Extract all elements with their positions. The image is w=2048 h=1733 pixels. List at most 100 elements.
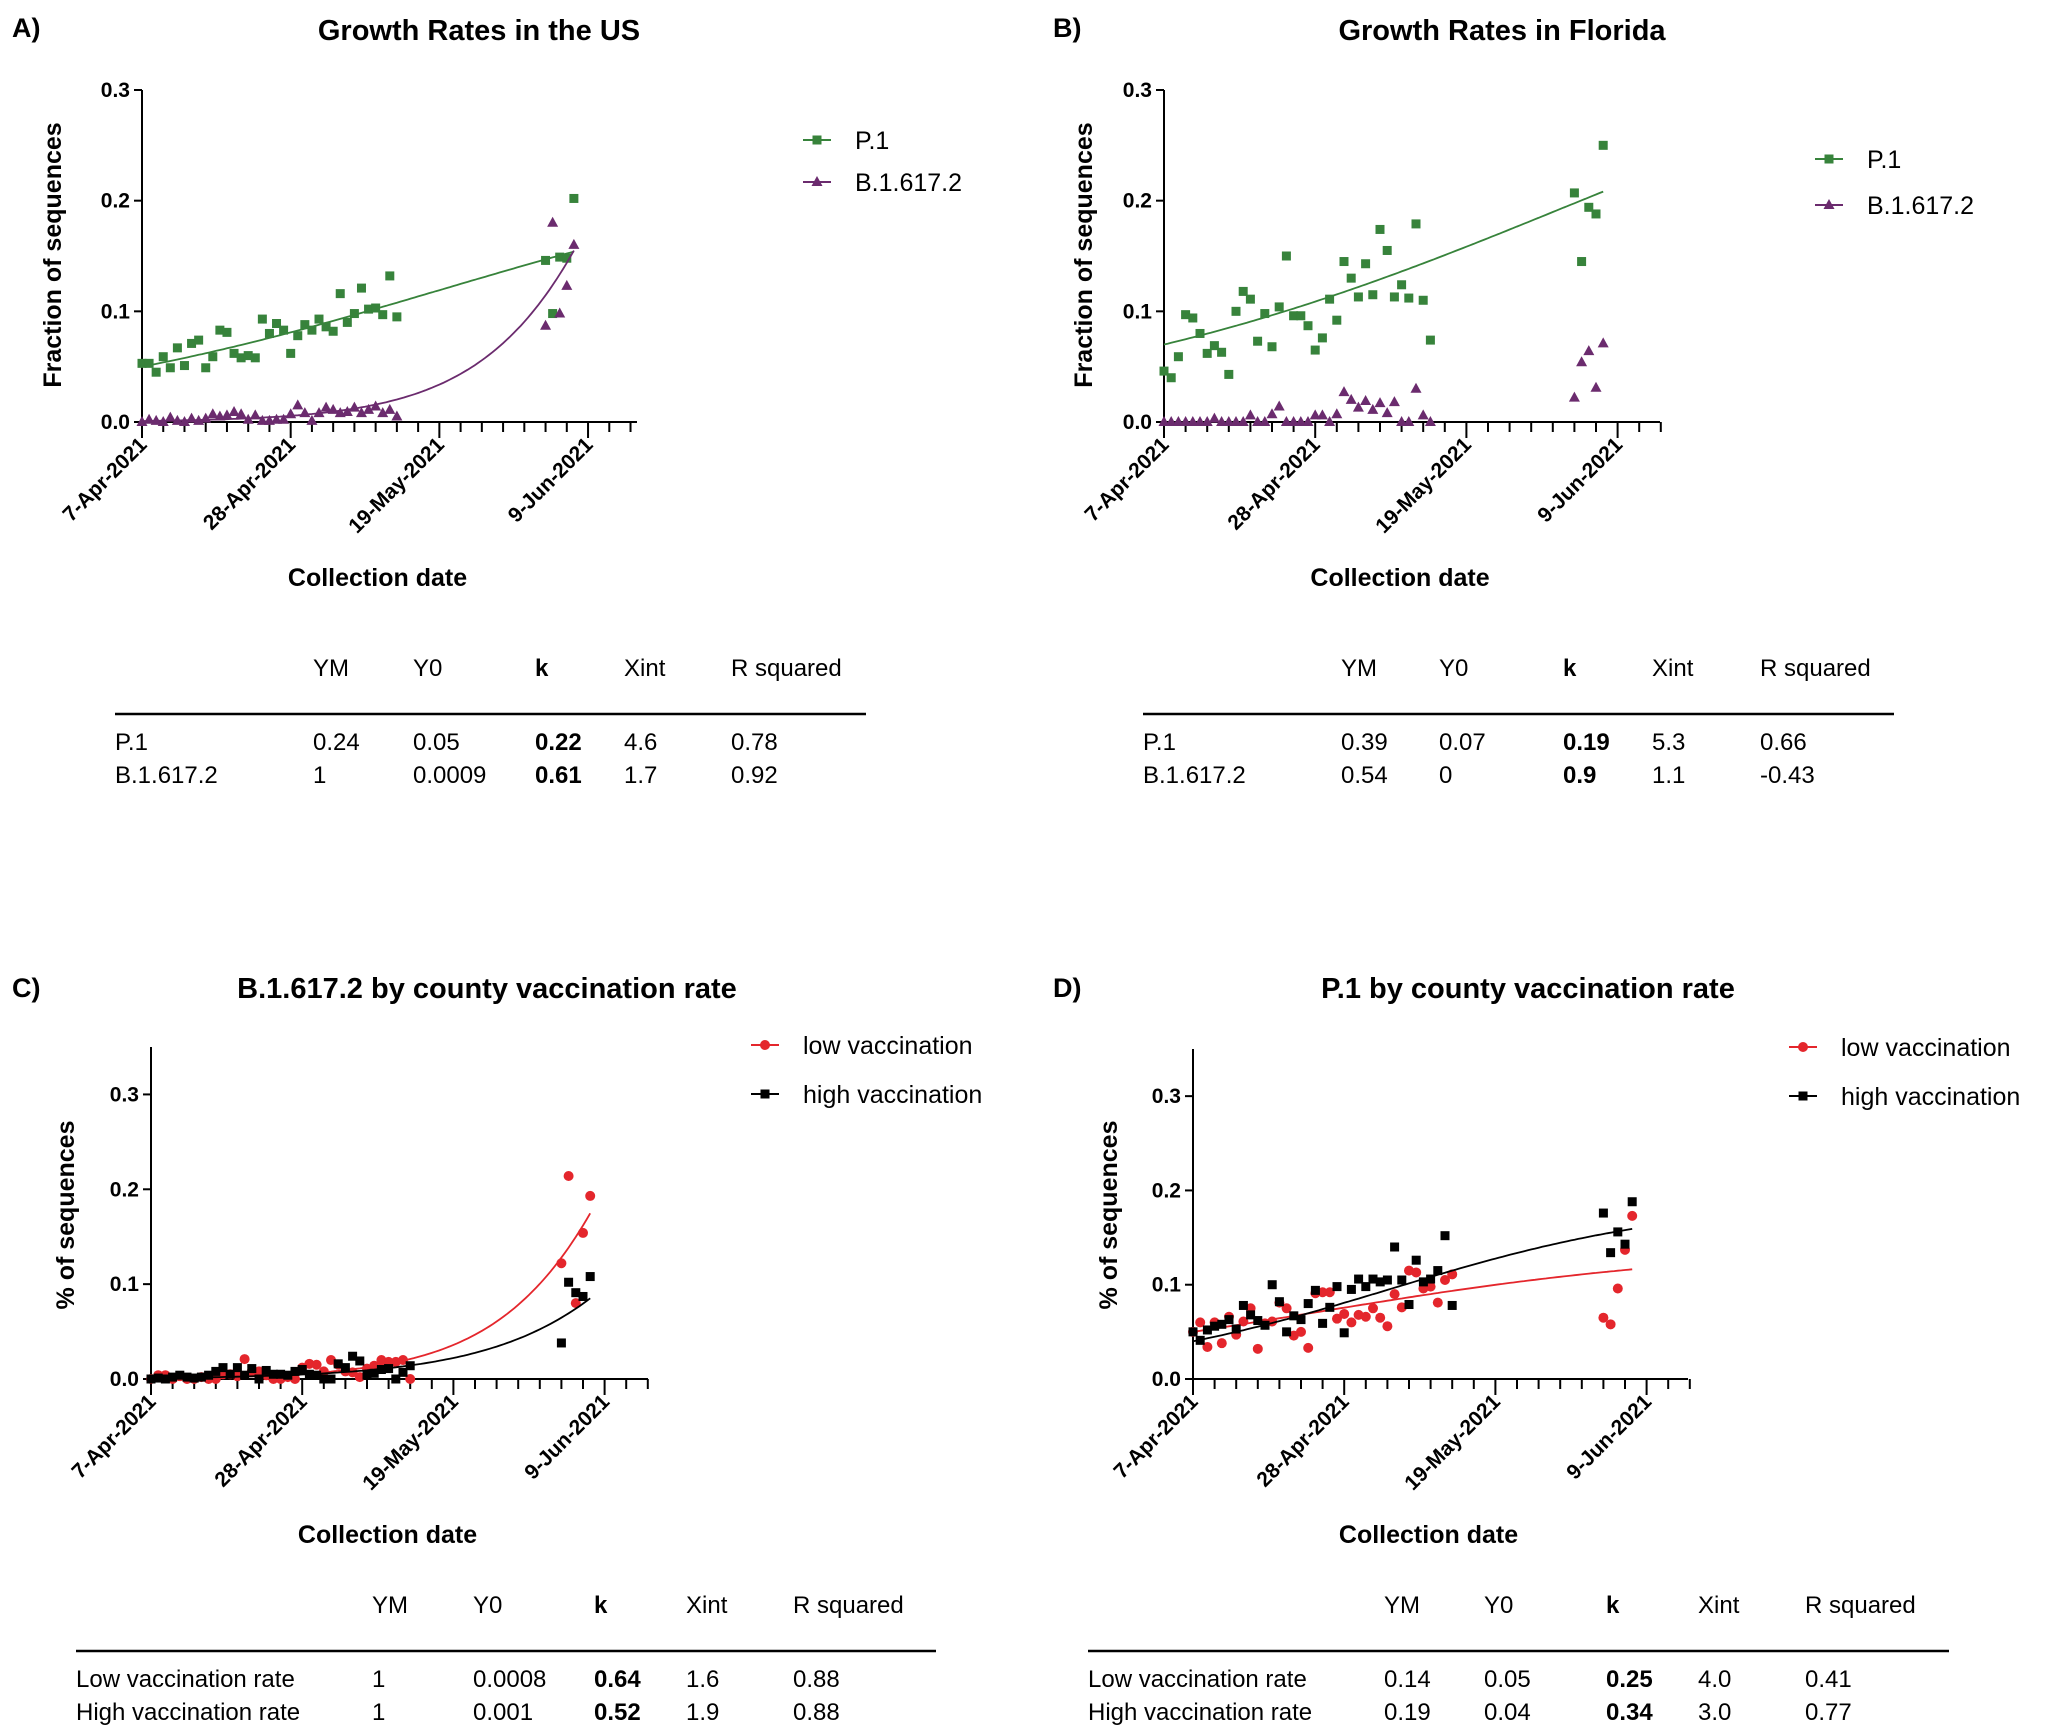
y-tick-label: 0.0 <box>1123 411 1152 434</box>
data-point <box>564 1277 574 1287</box>
data-point <box>1396 1302 1407 1313</box>
data-point <box>1231 306 1241 316</box>
data-point <box>1245 294 1255 304</box>
table-header: Y0 <box>1439 655 1468 682</box>
series-high-vaccination <box>146 1272 595 1384</box>
data-point <box>268 1369 278 1379</box>
table-cell: -0.43 <box>1760 762 1815 789</box>
data-point <box>1397 1275 1407 1285</box>
y-tick-label: 0.3 <box>1123 79 1152 102</box>
data-point <box>398 1355 408 1366</box>
data-point <box>391 1374 401 1384</box>
data-point <box>1260 1320 1270 1330</box>
legend-marker <box>811 176 823 186</box>
series-p-1 <box>1159 140 1608 383</box>
data-point <box>290 1366 300 1376</box>
table-header: k <box>594 1592 608 1619</box>
data-point <box>342 317 352 327</box>
data-point <box>1310 345 1320 355</box>
data-point <box>1274 302 1284 312</box>
data-point <box>1411 1267 1422 1278</box>
data-point <box>137 358 147 368</box>
data-point <box>1231 1324 1241 1334</box>
data-point <box>1424 416 1436 426</box>
data-point <box>1246 1310 1256 1320</box>
data-point <box>221 409 233 420</box>
parameter-table: YM Y0 k Xint R squared Low vaccination rate 1 0… <box>76 1592 936 1726</box>
table-cell: 0.92 <box>731 762 778 789</box>
data-point <box>249 409 261 420</box>
data-point <box>1368 1274 1378 1284</box>
data-point <box>1216 1338 1227 1349</box>
data-point <box>1317 333 1327 343</box>
table-cell: 0.14 <box>1384 1666 1431 1693</box>
data-point <box>1181 310 1191 320</box>
panel-b: B) Growth Rates in Florida 0.0 0.1 0.2 0.3 7-A… <box>1053 13 1974 789</box>
data-point <box>333 1359 343 1369</box>
table-cell: 0.39 <box>1341 729 1388 756</box>
data-point <box>585 1272 595 1282</box>
data-point <box>1324 1287 1335 1298</box>
data-point <box>405 1361 415 1371</box>
data-point <box>1388 396 1400 407</box>
data-point <box>563 1171 574 1182</box>
data-point <box>1433 1266 1443 1276</box>
data-point <box>356 283 366 293</box>
panel-label: D) <box>1053 973 1082 1003</box>
series-b-1-617-2 <box>1158 337 1609 426</box>
legend-marker <box>812 135 822 145</box>
table-header: k <box>535 655 549 682</box>
data-point <box>1195 328 1205 338</box>
data-point <box>1361 1282 1371 1292</box>
data-point <box>1238 1300 1248 1310</box>
data-point <box>1223 416 1235 426</box>
data-point <box>1590 381 1602 392</box>
data-point <box>1332 1282 1342 1292</box>
y-tick-label: 0.0 <box>101 411 130 434</box>
data-point <box>208 352 218 362</box>
data-point <box>1302 416 1314 426</box>
legend-marker <box>1798 1091 1808 1101</box>
y-tick-label: 0.3 <box>101 79 130 102</box>
data-point <box>187 338 197 348</box>
legend-label: B.1.617.2 <box>855 169 962 197</box>
data-point <box>341 406 353 417</box>
data-point <box>1576 356 1588 367</box>
data-point <box>1620 1239 1630 1249</box>
data-point <box>293 331 303 341</box>
data-point <box>1440 1231 1450 1241</box>
data-point <box>1598 140 1608 150</box>
data-point <box>326 1374 336 1384</box>
data-point <box>1237 416 1249 426</box>
table-cell: Low vaccination rate <box>76 1666 295 1693</box>
legend-label: low vaccination <box>1841 1034 2011 1062</box>
table-cell: 0.05 <box>1484 1666 1531 1693</box>
data-point <box>1375 1312 1386 1323</box>
x-tick-label: 7-Apr-2021 <box>1110 1390 1203 1483</box>
data-point <box>355 407 367 418</box>
data-point <box>1252 1343 1263 1354</box>
table-cell: B.1.617.2 <box>115 762 218 789</box>
data-point <box>243 351 253 361</box>
data-point <box>1316 409 1328 420</box>
data-point <box>157 416 169 426</box>
data-point <box>1224 1315 1234 1325</box>
data-point <box>254 1374 264 1384</box>
data-point <box>1253 1316 1263 1326</box>
panel-d: D) P.1 by county vaccination rate 0.0 0.1 0.… <box>1053 973 2020 1726</box>
data-point <box>1202 348 1212 358</box>
legend-label: B.1.617.2 <box>1867 192 1974 220</box>
data-point <box>1238 286 1248 296</box>
data-point <box>1289 311 1299 321</box>
data-point <box>1259 416 1271 426</box>
y-tick-label: 0.1 <box>1152 1274 1182 1297</box>
legend-entry: P.1 <box>1815 146 1901 174</box>
data-point <box>1202 1325 1212 1335</box>
table-cell: 1 <box>313 762 326 789</box>
series-low-vaccination <box>146 1171 596 1384</box>
table-cell: 0.66 <box>1760 729 1807 756</box>
data-point <box>278 413 290 424</box>
data-point <box>570 1298 581 1309</box>
data-point <box>1432 1297 1443 1308</box>
legend-entry: B.1.617.2 <box>1815 192 1974 220</box>
